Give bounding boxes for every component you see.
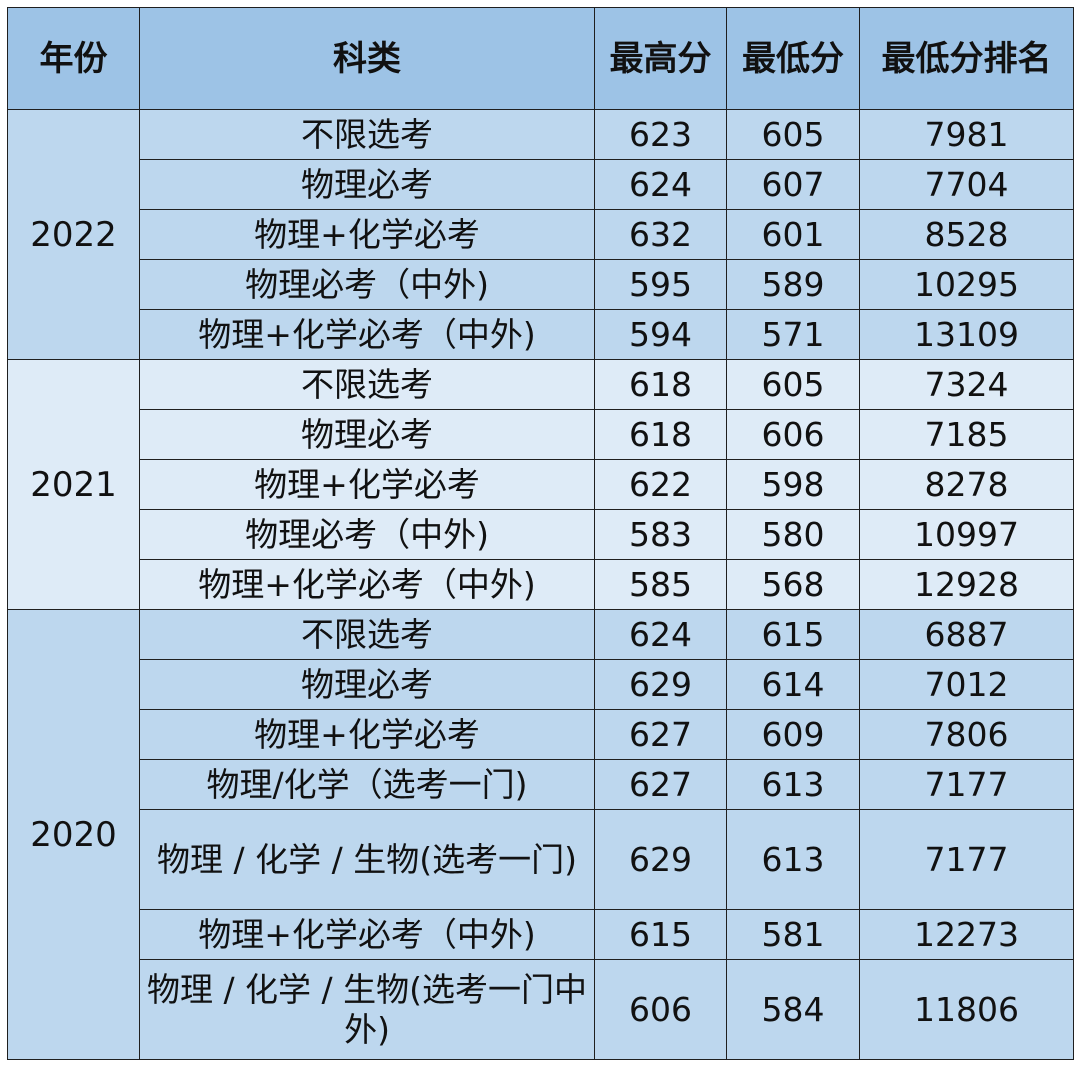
min-score-cell: 601 xyxy=(726,209,860,260)
subject-cell: 物理+化学必考（中外) xyxy=(139,909,595,960)
min-score-cell: 609 xyxy=(726,709,860,760)
subject-cell: 物理 / 化学 / 生物(选考一门中外) xyxy=(139,959,595,1060)
min-rank-cell: 6887 xyxy=(859,609,1074,660)
max-score-cell: 583 xyxy=(594,509,727,560)
min-rank-cell: 8528 xyxy=(859,209,1074,260)
min-score-cell: 580 xyxy=(726,509,860,560)
subject-cell: 物理+化学必考 xyxy=(139,459,595,510)
table-row: 物理必考（中外) 595 589 10295 xyxy=(8,259,1074,310)
year-cell: 2021 xyxy=(7,359,140,610)
min-rank-cell: 7012 xyxy=(859,659,1074,710)
table-row: 物理+化学必考 622 598 8278 xyxy=(8,459,1074,510)
subject-cell: 物理/化学（选考一门) xyxy=(139,759,595,810)
admission-score-table: 年份 科类 最高分 最低分 最低分排名 2022 不限选考 623 605 7981 物理… xyxy=(7,7,1074,1060)
table-body: 2022 不限选考 623 605 7981 物理必考 624 607 7704 物理+化学必考 6… xyxy=(7,109,1074,1060)
subject-cell: 物理必考 xyxy=(139,409,595,460)
table-row: 物理 / 化学 / 生物(选考一门) 629 613 7177 xyxy=(8,809,1074,910)
min-rank-cell: 11806 xyxy=(859,959,1074,1060)
min-score-cell: 607 xyxy=(726,159,860,210)
min-score-cell: 598 xyxy=(726,459,860,510)
max-score-cell: 627 xyxy=(594,759,727,810)
min-rank-cell: 8278 xyxy=(859,459,1074,510)
table-row: 物理+化学必考（中外) 594 571 13109 xyxy=(8,309,1074,360)
min-rank-cell: 7704 xyxy=(859,159,1074,210)
min-rank-cell: 12928 xyxy=(859,559,1074,610)
min-score-cell: 605 xyxy=(726,109,860,160)
max-score-cell: 623 xyxy=(594,109,727,160)
table-row: 物理必考 624 607 7704 xyxy=(8,159,1074,210)
header-max-score: 最高分 xyxy=(594,7,727,110)
subject-cell: 物理+化学必考 xyxy=(139,709,595,760)
min-score-cell: 571 xyxy=(726,309,860,360)
year-cell: 2020 xyxy=(7,609,140,1060)
max-score-cell: 606 xyxy=(594,959,727,1060)
min-score-cell: 613 xyxy=(726,809,860,910)
table-row: 物理必考 618 606 7185 xyxy=(8,409,1074,460)
min-score-cell: 613 xyxy=(726,759,860,810)
min-rank-cell: 10295 xyxy=(859,259,1074,310)
subject-cell: 物理必考 xyxy=(139,659,595,710)
min-score-cell: 581 xyxy=(726,909,860,960)
header-subject: 科类 xyxy=(139,7,595,110)
subject-cell: 不限选考 xyxy=(139,609,595,660)
subject-cell: 不限选考 xyxy=(139,109,595,160)
min-score-cell: 605 xyxy=(726,359,860,410)
min-score-cell: 589 xyxy=(726,259,860,310)
subject-cell: 物理必考（中外) xyxy=(139,509,595,560)
year-cell: 2022 xyxy=(7,109,140,360)
table-row: 物理+化学必考 632 601 8528 xyxy=(8,209,1074,260)
max-score-cell: 627 xyxy=(594,709,727,760)
min-rank-cell: 7806 xyxy=(859,709,1074,760)
subject-cell: 物理必考 xyxy=(139,159,595,210)
header-min-rank: 最低分排名 xyxy=(859,7,1074,110)
min-rank-cell: 7981 xyxy=(859,109,1074,160)
header-min-score: 最低分 xyxy=(726,7,860,110)
max-score-cell: 624 xyxy=(594,609,727,660)
max-score-cell: 629 xyxy=(594,659,727,710)
table-row: 2020 不限选考 624 615 6887 xyxy=(7,609,1074,1060)
header-year: 年份 xyxy=(7,7,140,110)
table-row: 物理+化学必考 627 609 7806 xyxy=(8,709,1074,760)
table-row: 物理+化学必考（中外) 615 581 12273 xyxy=(8,909,1074,960)
min-rank-cell: 13109 xyxy=(859,309,1074,360)
max-score-cell: 595 xyxy=(594,259,727,310)
max-score-cell: 622 xyxy=(594,459,727,510)
max-score-cell: 585 xyxy=(594,559,727,610)
subject-cell: 物理 / 化学 / 生物(选考一门) xyxy=(139,809,595,910)
min-rank-cell: 7185 xyxy=(859,409,1074,460)
table-row: 2022 不限选考 623 605 7981 xyxy=(7,109,1074,360)
max-score-cell: 624 xyxy=(594,159,727,210)
min-rank-cell: 10997 xyxy=(859,509,1074,560)
header-row: 年份 科类 最高分 最低分 最低分排名 xyxy=(7,7,1074,110)
table-row: 2021 不限选考 618 605 7324 xyxy=(7,359,1074,610)
subject-cell: 物理+化学必考 xyxy=(139,209,595,260)
subject-cell: 物理+化学必考（中外) xyxy=(139,559,595,610)
subject-cell: 物理+化学必考（中外) xyxy=(139,309,595,360)
min-score-cell: 606 xyxy=(726,409,860,460)
min-rank-cell: 7177 xyxy=(859,759,1074,810)
table-row: 物理 / 化学 / 生物(选考一门中外) 606 584 11806 xyxy=(8,959,1074,1060)
table-row: 物理+化学必考（中外) 585 568 12928 xyxy=(8,559,1074,610)
min-score-cell: 584 xyxy=(726,959,860,1060)
min-rank-cell: 7177 xyxy=(859,809,1074,910)
subject-cell: 物理必考（中外) xyxy=(139,259,595,310)
max-score-cell: 618 xyxy=(594,359,727,410)
table-row: 物理/化学（选考一门) 627 613 7177 xyxy=(8,759,1074,810)
min-rank-cell: 12273 xyxy=(859,909,1074,960)
min-rank-cell: 7324 xyxy=(859,359,1074,410)
max-score-cell: 594 xyxy=(594,309,727,360)
table-row: 物理必考 629 614 7012 xyxy=(8,659,1074,710)
max-score-cell: 629 xyxy=(594,809,727,910)
table-row: 物理必考（中外) 583 580 10997 xyxy=(8,509,1074,560)
max-score-cell: 618 xyxy=(594,409,727,460)
max-score-cell: 615 xyxy=(594,909,727,960)
min-score-cell: 614 xyxy=(726,659,860,710)
min-score-cell: 568 xyxy=(726,559,860,610)
min-score-cell: 615 xyxy=(726,609,860,660)
max-score-cell: 632 xyxy=(594,209,727,260)
subject-cell: 不限选考 xyxy=(139,359,595,410)
